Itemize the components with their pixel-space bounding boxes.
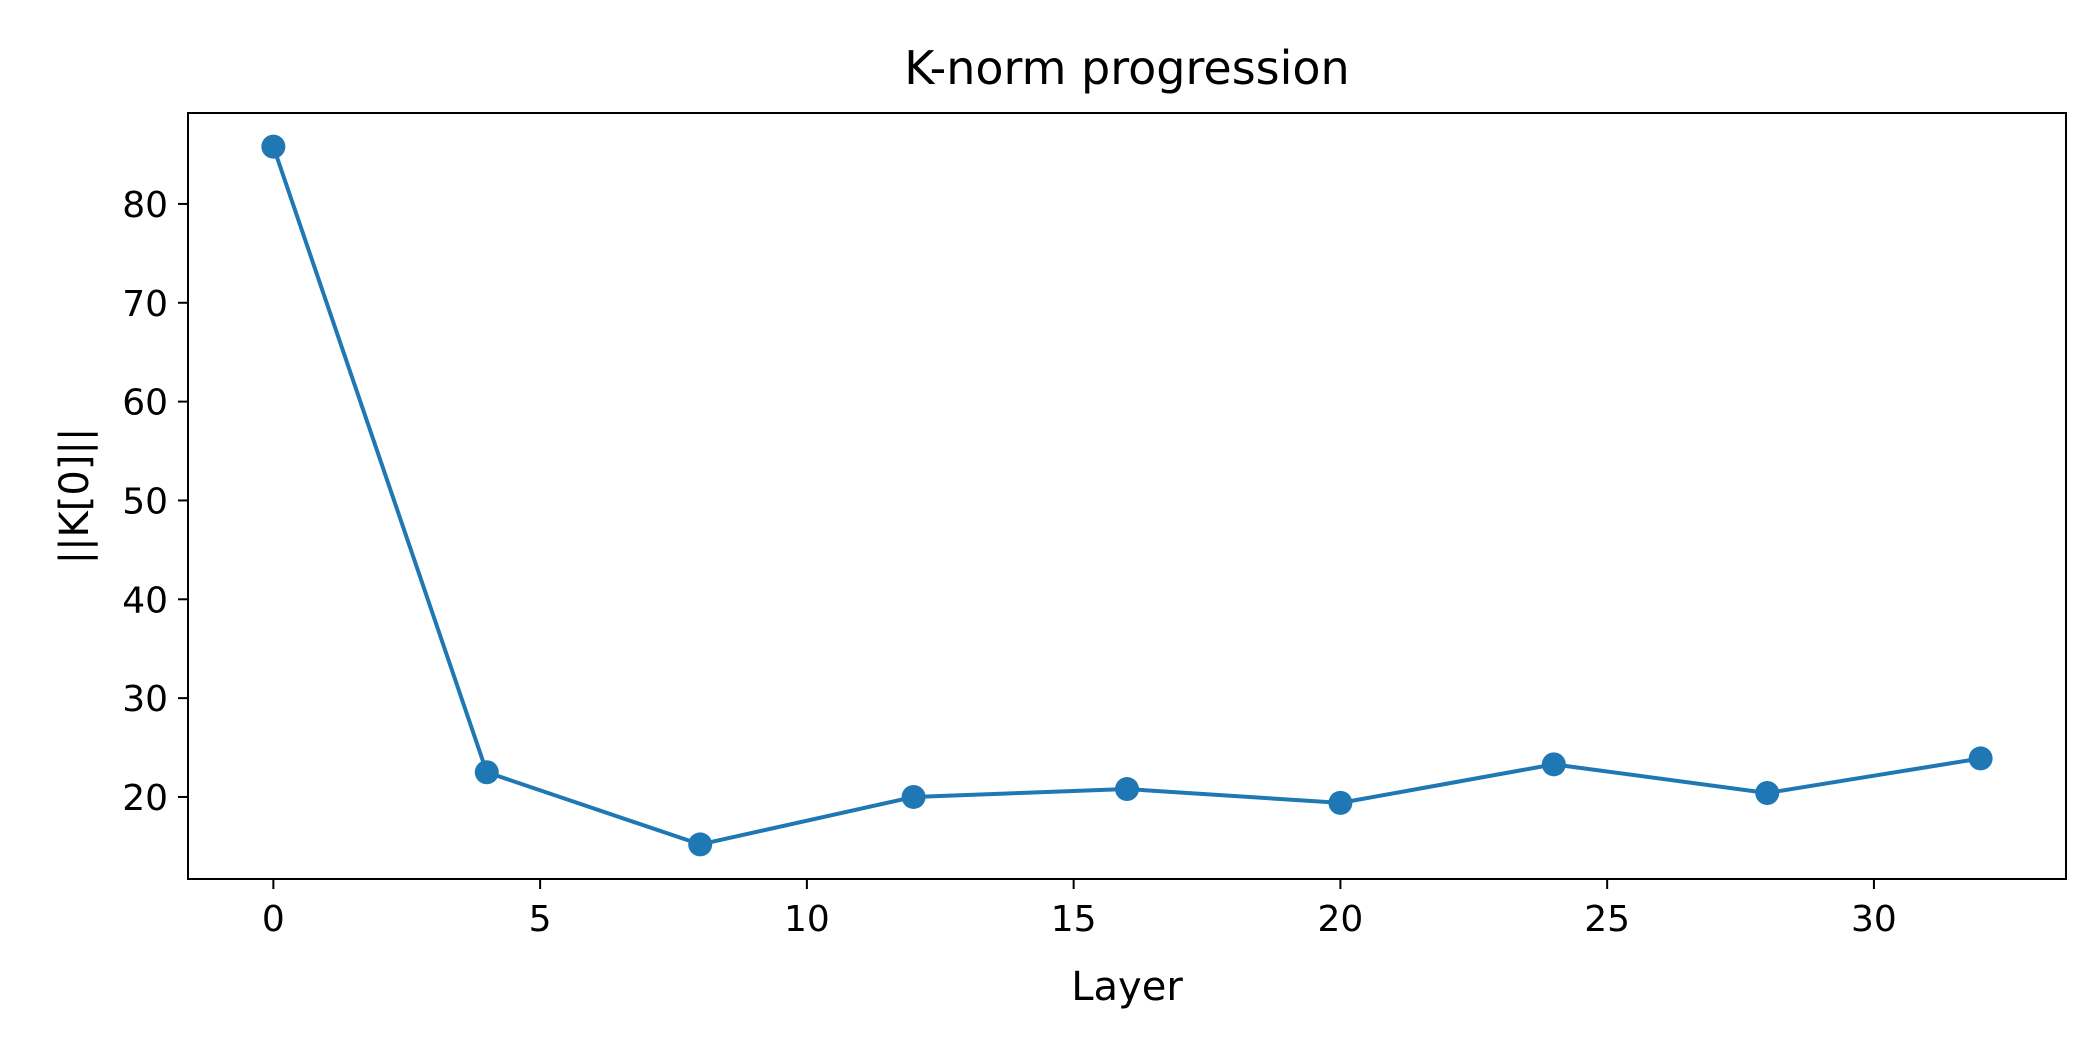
data-point <box>1755 781 1780 806</box>
x-tick-label: 25 <box>1584 899 1630 940</box>
y-axis-label: ||K[0]|| <box>52 428 98 565</box>
data-point <box>1541 752 1566 777</box>
y-tick-label: 80 <box>122 185 168 226</box>
y-tick-label: 50 <box>122 481 168 522</box>
data-point <box>261 134 286 159</box>
data-point <box>1968 746 1993 771</box>
x-tick-label: 0 <box>262 899 285 940</box>
chart-title: K-norm progression <box>904 41 1349 95</box>
x-tick-label: 10 <box>784 899 830 940</box>
series-layer <box>261 134 1993 857</box>
x-tick-label: 15 <box>1051 899 1097 940</box>
data-point <box>688 832 713 857</box>
x-tick-label: 5 <box>529 899 552 940</box>
x-tick-label: 30 <box>1851 899 1897 940</box>
x-axis-ticks: 0 5 10 15 20 25 30 <box>262 879 1897 940</box>
y-tick-label: 20 <box>122 778 168 819</box>
y-tick-label: 40 <box>122 580 168 621</box>
y-axis-ticks: 20 30 40 50 60 70 80 <box>122 185 188 819</box>
data-point <box>1328 790 1353 815</box>
y-tick-label: 60 <box>122 383 168 424</box>
y-tick-label: 30 <box>122 679 168 720</box>
data-point <box>1115 777 1139 802</box>
axes-frame <box>187 112 2067 880</box>
data-point <box>901 784 926 809</box>
x-axis-label: Layer <box>1071 964 1183 1010</box>
x-tick-label: 20 <box>1318 899 1364 940</box>
y-tick-label: 70 <box>122 284 168 325</box>
data-point <box>474 760 499 785</box>
